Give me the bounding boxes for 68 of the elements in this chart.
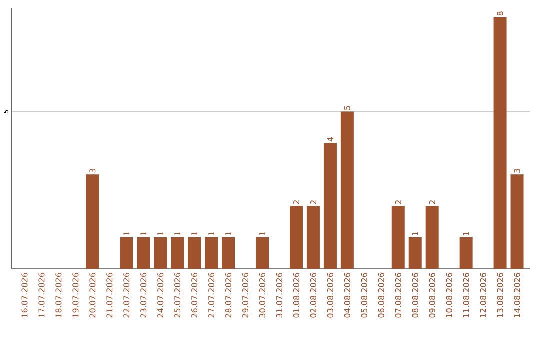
x-tick-label: 31.07.2026: [276, 273, 283, 318]
data-label: 3: [90, 169, 96, 173]
x-tick-label: 19.07.2026: [72, 273, 79, 318]
x-tick-label: 04.08.2026: [344, 273, 350, 318]
data-label: 1: [226, 232, 232, 236]
x-tick-label: 10.08.2026: [446, 273, 452, 318]
data-label: 2: [310, 200, 316, 204]
bar: [392, 206, 405, 269]
x-tick-label: 26.07.2026: [192, 273, 198, 318]
bar: [510, 174, 524, 269]
data-label: 1: [412, 232, 418, 236]
data-label: 1: [192, 232, 198, 236]
x-tick-label: 25.07.2026: [174, 273, 181, 318]
data-label: 1: [208, 232, 214, 236]
bar: [205, 238, 218, 269]
data-label: 2: [395, 200, 402, 204]
x-tick-label: 18.07.2026: [56, 273, 62, 318]
x-tick-label: 08.08.2026: [412, 273, 418, 318]
x-tick-label: 21.07.2026: [106, 273, 113, 318]
x-tick-label: 05.08.2026: [361, 273, 368, 318]
x-tick-label: 22.07.2026: [124, 273, 130, 318]
data-label: 1: [174, 232, 181, 236]
bar: [494, 17, 507, 269]
data-label: 1: [260, 232, 266, 236]
bar: [171, 238, 184, 269]
data-label: 4: [328, 137, 334, 142]
bar: [188, 238, 202, 269]
x-tick-label: 13.08.2026: [497, 273, 504, 318]
bar: [86, 174, 100, 269]
bar: [408, 238, 422, 269]
x-tick-label: 24.07.2026: [158, 273, 164, 318]
x-tick-label: 28.07.2026: [226, 273, 232, 318]
x-tick-label: 02.08.2026: [310, 273, 316, 318]
bar: [120, 238, 134, 269]
x-tick-label: 17.07.2026: [38, 273, 45, 318]
data-label: 1: [463, 232, 470, 236]
x-tick-label: 07.08.2026: [395, 273, 402, 318]
bar: [340, 112, 354, 269]
x-tick-label: 09.08.2026: [429, 273, 436, 318]
bar: [460, 238, 473, 269]
x-tick-label: 11.08.2026: [463, 273, 470, 318]
x-tick-label: 27.07.2026: [208, 273, 215, 318]
bar: [154, 238, 168, 269]
x-tick-label: 12.08.2026: [480, 273, 486, 318]
bar: [324, 143, 337, 269]
data-label: 1: [158, 232, 164, 236]
x-tick-label: 14.08.2026: [514, 273, 520, 318]
bar: [290, 206, 303, 269]
x-tick-label: 01.08.2026: [293, 273, 300, 318]
data-label: 5: [344, 106, 350, 110]
data-label: 2: [429, 200, 436, 204]
x-tick-label: 16.07.2026: [22, 273, 28, 318]
x-tick-label: 30.07.2026: [259, 273, 266, 318]
data-label: 1: [124, 232, 130, 236]
data-label: 3: [514, 169, 520, 173]
data-label: 1: [140, 232, 147, 236]
data-label: 2: [294, 200, 300, 204]
data-label: 8: [497, 12, 504, 16]
x-tick-label: 23.07.2026: [140, 273, 147, 318]
bar: [137, 238, 150, 269]
bar: [256, 238, 270, 269]
bar: [222, 238, 236, 269]
x-tick-label: 03.08.2026: [327, 273, 334, 318]
bar: [306, 206, 320, 269]
x-tick-label: 20.07.2026: [90, 273, 96, 318]
x-tick-label: 06.08.2026: [378, 273, 384, 318]
bar: [426, 206, 439, 269]
x-tick-label: 29.07.2026: [242, 273, 249, 318]
